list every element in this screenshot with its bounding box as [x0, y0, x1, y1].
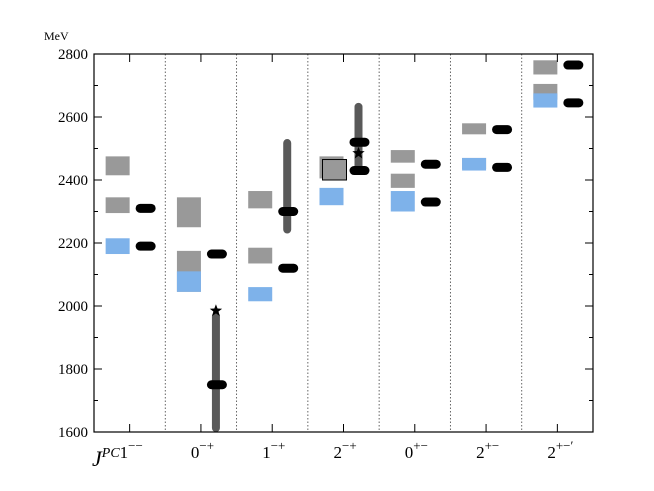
gray-box [248, 191, 273, 209]
category-label: 0+− [405, 438, 428, 462]
category-label: 1−− [120, 438, 143, 462]
gray-box [105, 197, 130, 214]
pill-marker [420, 159, 441, 169]
blue-box [105, 238, 130, 255]
gray-box [248, 247, 273, 264]
markers [135, 60, 584, 390]
y-axis-unit-label: MeV [44, 29, 69, 43]
gray-box [105, 156, 130, 176]
y-tick-label: 2600 [58, 110, 88, 126]
gray-box [176, 197, 201, 228]
pill-marker [563, 60, 584, 70]
x-axis-symbol-base: J [92, 446, 103, 471]
y-axis-ticks: 1600 1800 2000 2200 2400 2600 2800 [58, 47, 593, 441]
blue-box [176, 271, 201, 292]
blue-box [462, 157, 487, 171]
y-tick-label: 2000 [58, 299, 88, 315]
gray-box [390, 150, 415, 163]
dark-bar [283, 139, 292, 234]
dark-bar [211, 312, 220, 432]
pill-marker [135, 203, 156, 213]
star-marker [209, 304, 223, 316]
blue-box [390, 191, 415, 212]
gray-box [462, 123, 487, 135]
gray-box [533, 60, 558, 75]
pill-marker [206, 380, 227, 390]
pill-marker [349, 166, 370, 176]
pill-marker [135, 241, 156, 251]
blue-box [248, 287, 273, 302]
y-tick-label: 2800 [58, 47, 88, 63]
category-label: 2−+ [334, 438, 357, 462]
pill-marker [420, 197, 441, 207]
boxes [105, 60, 558, 302]
pill-marker [278, 263, 299, 273]
category-label: 2+− [476, 438, 499, 462]
x-axis-symbol-sup: PC [101, 446, 121, 461]
pill-marker [563, 98, 584, 108]
blue-box [319, 187, 344, 206]
y-tick-label: 1800 [58, 362, 88, 378]
y-tick-label: 2200 [58, 236, 88, 252]
y-tick-label: 2400 [58, 173, 88, 189]
separator-lines [164, 54, 523, 432]
pill-marker [492, 125, 513, 135]
y-tick-label: 1600 [58, 425, 88, 441]
blue-box [533, 93, 558, 108]
pill-marker [492, 162, 513, 172]
outlined-box [322, 159, 347, 181]
x-axis-ticks: 1−− 0−+ 1−+ 2−+ 0+− 2+− 2+−′ [120, 54, 574, 462]
pill-marker [278, 207, 299, 216]
gray-box [390, 173, 415, 188]
x-axis-symbol: JPC [92, 446, 120, 471]
category-label: 1−+ [262, 438, 285, 462]
category-label: 2+−′ [547, 438, 573, 462]
star-marker [352, 146, 365, 159]
pill-marker [349, 137, 370, 147]
plot-frame [93, 53, 594, 433]
pill-marker [206, 249, 227, 259]
category-label: 0−+ [191, 438, 214, 462]
